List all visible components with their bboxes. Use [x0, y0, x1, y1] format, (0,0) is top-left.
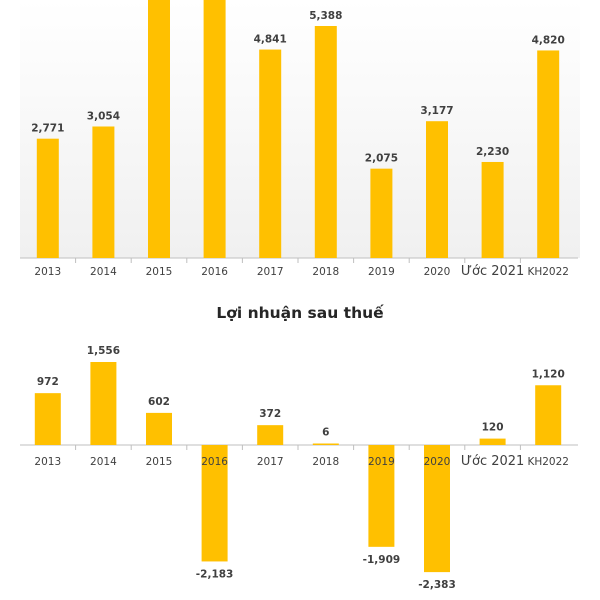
top-x-tick-label: 2014: [90, 266, 117, 278]
top-value-label: 3,054: [87, 110, 120, 122]
bottom-value-label: -2,183: [196, 568, 234, 580]
top-bar-2014: [92, 126, 115, 258]
top-x-tick-label: KH2022: [527, 266, 569, 278]
bottom-bar-ước-2021: [479, 438, 506, 445]
bottom-bar-2016: [201, 445, 228, 562]
top-bar-2017: [259, 49, 282, 258]
top-value-label: 4,841: [254, 34, 287, 46]
top-value-label: 5,388: [309, 10, 342, 22]
bottom-chart-title: Lợi nhuận sau thuế: [216, 303, 384, 322]
top-x-tick-label: 2013: [34, 266, 61, 278]
bottom-chart: 972 2013 1,556 2014 602 2015 -2,183 2016 372 2017…: [20, 345, 578, 591]
top-value-label: 4,820: [532, 34, 565, 46]
bottom-x-tick-label: KH2022: [527, 456, 569, 468]
top-x-tick-label: 2016: [201, 266, 228, 278]
bottom-value-label: -2,383: [418, 579, 456, 591]
top-chart: 2,771 2013 3,054 2014 2015 2016 4,841 2017 5,388…: [20, 0, 578, 279]
bottom-bar-2020: [424, 445, 450, 573]
bottom-value-label: 120: [482, 422, 504, 434]
top-x-tick-label: 2019: [368, 266, 395, 278]
top-bar-2018: [314, 26, 337, 258]
bottom-x-tick-label: 2019: [368, 456, 395, 468]
top-bar-2016: [203, 0, 226, 258]
bottom-bar-2015: [146, 412, 172, 445]
top-bar-ước-2021: [481, 161, 504, 258]
bottom-bar-2019: [368, 445, 395, 547]
bottom-x-tick-label: 2017: [257, 456, 284, 468]
bottom-value-label: -1,909: [363, 554, 401, 566]
top-x-tick-label: 2020: [424, 266, 451, 278]
bottom-x-tick-label: 2020: [424, 456, 451, 468]
bottom-x-tick-label: 2014: [90, 456, 117, 468]
top-x-tick-label: Ước 2021: [461, 264, 524, 279]
top-value-label: 2,230: [476, 146, 509, 158]
bottom-x-tick-label: Ước 2021: [461, 454, 524, 469]
top-bar-2020: [426, 121, 448, 259]
bottom-x-tick-label: 2013: [34, 456, 61, 468]
top-x-tick-label: 2015: [146, 266, 173, 278]
bottom-value-label: 1,120: [532, 368, 565, 380]
bottom-x-tick-label: 2018: [312, 456, 339, 468]
top-x-tick-label: 2017: [257, 266, 284, 278]
bottom-bar-kh2022: [535, 385, 562, 445]
top-value-label: 3,177: [420, 105, 453, 117]
top-bar-2019: [370, 168, 393, 258]
bottom-bar-2013: [34, 393, 61, 445]
bottom-value-label: 372: [259, 408, 281, 420]
top-bar-kh2022: [537, 50, 560, 259]
bottom-x-tick-label: 2016: [201, 456, 228, 468]
bottom-bar-2018: [312, 443, 339, 445]
top-bar-2013: [36, 138, 59, 258]
top-value-label: 2,771: [31, 123, 64, 135]
bottom-bar-2017: [257, 425, 284, 445]
bottom-value-label: 1,556: [87, 345, 120, 357]
bottom-value-label: 972: [37, 376, 59, 388]
bottom-bar-2014: [90, 362, 117, 445]
bottom-value-label: 6: [322, 427, 329, 439]
bottom-x-tick-label: 2015: [146, 456, 173, 468]
top-bar-2015: [148, 0, 170, 258]
bottom-value-label: 602: [148, 396, 170, 408]
top-x-tick-label: 2018: [312, 266, 339, 278]
top-value-label: 2,075: [365, 153, 398, 165]
